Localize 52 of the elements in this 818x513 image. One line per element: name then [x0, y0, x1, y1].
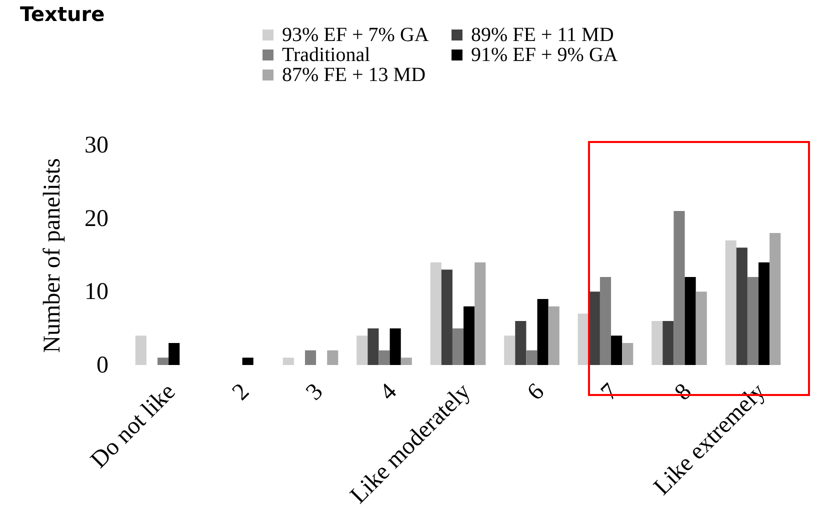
bar: [770, 233, 781, 365]
bar: [747, 277, 759, 365]
bar: [548, 306, 560, 365]
bar: [725, 240, 736, 365]
bar: [526, 350, 538, 365]
bar: [242, 358, 254, 365]
bar: [696, 292, 707, 365]
bar: [684, 277, 696, 365]
bar: [474, 262, 486, 365]
bar: [622, 343, 634, 365]
bar: [378, 350, 390, 365]
legend-label: 93% EF + 7% GA: [282, 24, 430, 46]
bar: [400, 358, 412, 365]
y-tick-label: 10: [84, 279, 108, 306]
bar: [736, 248, 748, 365]
bar: [135, 336, 146, 365]
x-tick-label: Do not like: [86, 378, 181, 474]
bar: [452, 328, 464, 365]
x-tick-label: 6: [522, 378, 550, 406]
bar: [515, 321, 526, 365]
bar: [368, 328, 379, 365]
bar: [356, 336, 368, 365]
bar: [390, 328, 401, 365]
legend-label: 87% FE + 13 MD: [282, 64, 426, 86]
bar: [662, 321, 674, 365]
bar: [157, 358, 169, 365]
bar: [758, 262, 770, 365]
x-tick-label: 2: [228, 378, 254, 406]
y-tick-label: 20: [84, 206, 108, 232]
x-tick-label: 3: [301, 378, 328, 406]
bar: [168, 343, 180, 365]
bar: [327, 350, 338, 365]
legend-label: 89% FE + 11 MD: [471, 24, 614, 46]
legend-label: Traditional: [282, 44, 371, 66]
bar: [464, 306, 475, 365]
chart-title: Texture: [20, 2, 105, 26]
bar: [441, 270, 452, 365]
bar: [282, 358, 294, 365]
bar: [578, 314, 589, 365]
bar: [430, 262, 442, 365]
legend-label: 91% EF + 9% GA: [471, 44, 618, 66]
y-axis-title: Number of panelists: [40, 158, 66, 353]
bar: [611, 336, 622, 365]
bar: [304, 350, 316, 365]
bar: [600, 277, 612, 365]
bar: [674, 211, 685, 365]
bar: [588, 292, 600, 365]
y-tick-label: 0: [96, 352, 108, 378]
bar: [504, 336, 516, 365]
bar: [652, 321, 663, 365]
y-tick-label: 30: [84, 132, 108, 158]
bar: [537, 299, 548, 365]
